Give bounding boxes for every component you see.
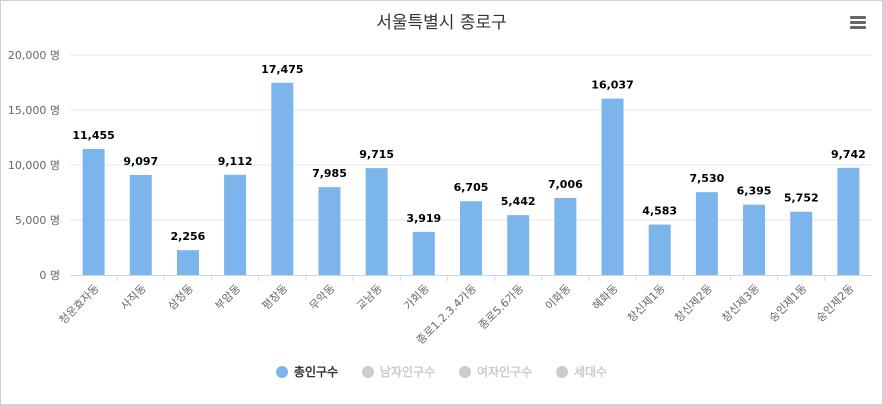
- legend-item-female[interactable]: 여자인구수: [458, 363, 533, 380]
- bar: [176, 250, 199, 275]
- x-tick-label: 청운효자동: [57, 282, 102, 327]
- data-label: 7,006: [548, 178, 583, 191]
- legend-item-households[interactable]: 세대수: [555, 363, 608, 380]
- x-tick-label: 창신제1동: [625, 282, 668, 325]
- bar: [837, 167, 860, 275]
- legend: 총인구수 남자인구수 여자인구수 세대수: [0, 363, 883, 380]
- legend-dot-icon: [555, 366, 568, 378]
- legend-dot-icon: [361, 366, 374, 378]
- y-tick-label: 0 명: [39, 269, 60, 282]
- legend-item-male[interactable]: 남자인구수: [361, 363, 436, 380]
- legend-dot-icon: [458, 366, 471, 378]
- bar: [460, 201, 482, 275]
- bar: [648, 224, 671, 275]
- bar: [224, 174, 247, 275]
- x-tick-label: 혜화동: [590, 282, 621, 313]
- legend-dot-icon: [275, 366, 288, 378]
- y-tick-label: 15,000 명: [8, 104, 60, 117]
- data-label: 5,752: [784, 192, 819, 205]
- data-label: 3,919: [406, 212, 441, 225]
- x-tick-label: 가회동: [401, 282, 432, 313]
- chart-title: 서울특별시 종로구: [376, 13, 507, 33]
- x-tick-label: 무악동: [307, 282, 338, 313]
- data-label: 6,395: [737, 185, 772, 198]
- data-label: 4,583: [642, 205, 677, 218]
- y-tick-label: 20,000 명: [8, 49, 60, 62]
- bar: [790, 211, 813, 275]
- x-tick-label: 평창동: [260, 282, 291, 313]
- bar: [365, 168, 388, 275]
- legend-label: 남자인구수: [379, 365, 436, 379]
- bar: [318, 187, 341, 275]
- data-label: 7,530: [689, 172, 724, 185]
- x-tick-label: 이화동: [543, 282, 574, 313]
- data-label: 6,705: [454, 181, 489, 194]
- data-label: 9,097: [123, 155, 158, 168]
- bar: [507, 215, 530, 275]
- legend-item-total[interactable]: 총인구수: [275, 363, 339, 380]
- data-label: 2,256: [171, 230, 206, 243]
- x-tick-label: 교남동: [354, 282, 385, 313]
- x-tick-label: 종로5.6가동: [476, 282, 526, 332]
- data-label: 9,715: [359, 148, 394, 161]
- bar: [601, 98, 624, 275]
- data-label: 7,985: [312, 167, 347, 180]
- y-tick-label: 10,000 명: [8, 159, 60, 172]
- y-tick-label: 5,000 명: [15, 214, 60, 227]
- x-tick-label: 삼청동: [165, 282, 196, 313]
- bar: [554, 197, 577, 275]
- bar: [82, 148, 105, 275]
- data-label: 16,037: [591, 79, 633, 92]
- bar: [743, 204, 766, 275]
- x-tick-label: 숭인제2동: [814, 282, 857, 325]
- data-label: 5,442: [501, 195, 536, 208]
- data-label: 17,475: [261, 63, 303, 76]
- data-label: 9,742: [831, 148, 866, 161]
- bar: [695, 192, 718, 275]
- bar: [412, 231, 435, 275]
- x-tick-label: 창신제2동: [672, 282, 715, 325]
- data-label: 11,455: [72, 129, 114, 142]
- legend-label: 총인구수: [293, 365, 339, 379]
- legend-label: 세대수: [573, 365, 608, 379]
- bar-chart: 0 명 5,000 명 10,000 명 15,000 명 20,000 명 11,455…: [8, 49, 872, 347]
- bar: [271, 82, 294, 276]
- hamburger-icon[interactable]: [850, 16, 866, 30]
- legend-label: 여자인구수: [476, 365, 533, 379]
- x-tick-label: 부암동: [213, 282, 244, 313]
- bar: [129, 174, 152, 275]
- x-tick-label: 숭인제1동: [767, 282, 810, 325]
- x-tick-label: 창신제3동: [719, 282, 762, 325]
- x-tick-label: 사직동: [118, 282, 149, 313]
- data-label: 9,112: [218, 155, 253, 168]
